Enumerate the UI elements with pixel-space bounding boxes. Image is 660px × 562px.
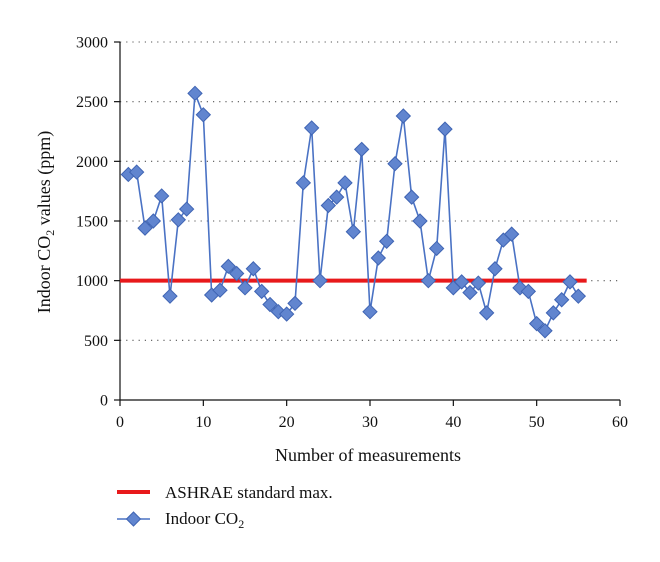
data-point-diamond: [378, 233, 395, 249]
data-point-diamond: [187, 85, 203, 102]
legend-label-indoor-co2-main: Indoor CO: [165, 509, 238, 528]
data-point-diamond: [128, 164, 145, 180]
data-point-diamond: [428, 240, 445, 257]
data-point-diamond: [262, 296, 278, 313]
data-point-diamond: [512, 280, 528, 296]
x-tick-label: 20: [279, 414, 295, 431]
data-point-diamond: [503, 226, 520, 242]
data-point-diamond: [353, 141, 370, 158]
legend-label-indoor-co2: Indoor CO2: [165, 509, 244, 531]
data-point-diamond: [312, 272, 328, 289]
data-point-diamond: [387, 156, 403, 172]
y-axis-title: Indoor CO2 values (ppm): [34, 131, 57, 313]
x-tick-label: 60: [612, 414, 628, 431]
y-tick-label: 3000: [76, 35, 108, 52]
y-tick-label: 1500: [76, 214, 108, 231]
data-point-diamond: [395, 108, 412, 124]
data-point-diamond: [345, 224, 362, 240]
data-point-diamond: [453, 274, 470, 290]
plot-area: 0 500 1000 1500 2000 2500 3000 0 10 20 30 40 50 60: [76, 35, 628, 432]
x-tick-label: 40: [445, 414, 461, 431]
x-tick-label: 30: [362, 414, 378, 431]
y-tick-label: 500: [84, 333, 108, 350]
data-point-diamond: [137, 220, 153, 236]
data-point-diamond: [178, 201, 195, 217]
y-tick-label: 1000: [76, 273, 108, 290]
legend-label-ashrae: ASHRAE standard max.: [165, 483, 333, 502]
data-point-diamond: [520, 283, 537, 300]
data-point-diamond: [212, 282, 228, 298]
data-point-diamond: [487, 261, 503, 277]
y-axis-title-sub: 2: [43, 230, 57, 236]
data-point-diamond: [328, 189, 345, 205]
x-ticks: 0 10 20 30 40 50 60: [116, 400, 628, 431]
data-point-diamond: [553, 292, 570, 308]
data-point-diamond: [412, 213, 428, 229]
data-point-diamond: [570, 288, 587, 304]
legend: ASHRAE standard max. Indoor CO2: [117, 483, 333, 531]
data-point-diamond: [320, 197, 337, 214]
y-ticks: 0 500 1000 1500 2000 2500 3000: [76, 35, 120, 410]
x-axis-title: Number of measurements: [275, 445, 461, 465]
series-layer: [120, 85, 587, 339]
data-point-diamond: [303, 120, 320, 136]
x-tick-label: 50: [529, 414, 545, 431]
x-tick-label: 10: [195, 414, 211, 431]
legend-item-ashrae: ASHRAE standard max.: [117, 483, 333, 502]
data-point-diamond: [153, 188, 170, 204]
legend-item-indoor-co2: Indoor CO2: [117, 509, 244, 531]
data-point-diamond: [562, 274, 578, 290]
data-point-diamond: [462, 284, 478, 301]
data-point-diamond: [228, 265, 245, 282]
y-axis-title-tail: values (ppm): [34, 131, 55, 230]
data-point-diamond: [370, 250, 387, 266]
data-point-diamond: [220, 258, 237, 275]
y-tick-label: 2500: [76, 94, 108, 111]
data-point-diamond: [295, 175, 312, 191]
data-point-diamond: [278, 306, 295, 322]
data-point-diamond: [403, 189, 420, 205]
data-point-diamond: [287, 295, 303, 312]
series-indoor-co2-markers: [120, 85, 587, 339]
data-point-diamond: [145, 213, 162, 229]
data-point-diamond: [545, 305, 562, 321]
legend-swatch-diamond-indoor-co2: [125, 511, 142, 527]
series-indoor-co2-line: [128, 92, 580, 332]
data-point-diamond: [528, 315, 545, 332]
data-point-diamond: [362, 303, 378, 320]
data-point-diamond: [237, 280, 253, 296]
data-point-diamond: [253, 283, 270, 300]
y-tick-label: 2000: [76, 154, 108, 171]
data-point-diamond: [195, 107, 212, 123]
data-point-diamond: [337, 175, 353, 191]
data-point-diamond: [420, 272, 437, 289]
x-tick-label: 0: [116, 414, 124, 431]
data-point-diamond: [470, 275, 487, 291]
data-point-diamond: [245, 261, 262, 277]
data-point-diamond: [437, 121, 453, 137]
data-point-diamond: [478, 305, 495, 321]
data-point-diamond: [537, 323, 553, 339]
legend-label-indoor-co2-sub: 2: [238, 517, 244, 531]
y-tick-label: 0: [100, 393, 108, 410]
y-axis-title-main: Indoor CO: [34, 236, 54, 314]
data-point-diamond: [162, 288, 178, 304]
data-point-diamond: [170, 212, 187, 228]
